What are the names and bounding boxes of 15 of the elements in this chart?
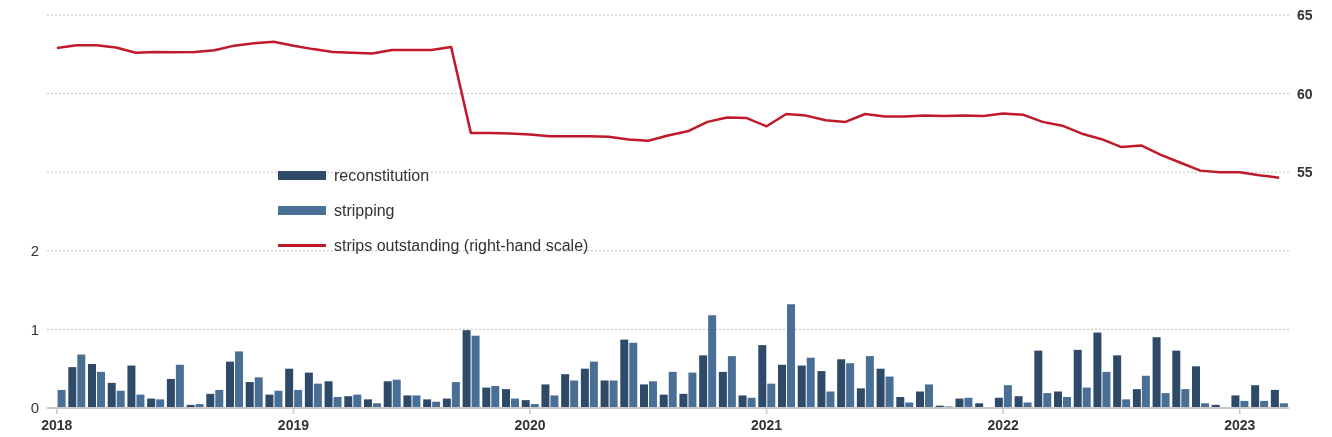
y-tick-label: 2	[30, 242, 39, 260]
y2-tick-label: 55	[1297, 164, 1313, 181]
x-tick-label: 2023	[1224, 417, 1256, 433]
y2-tick-label: 65	[1297, 6, 1313, 23]
legend-label: reconstitution	[334, 166, 430, 185]
x-tick-label: 2021	[750, 417, 783, 433]
x-tick-label: 2022	[987, 417, 1019, 433]
x-tick-label: 2019	[277, 417, 310, 433]
y-tick-label: 0	[30, 399, 39, 417]
x-tick-label: 2018	[41, 417, 73, 433]
y-tick-label: 1	[30, 320, 39, 338]
x-tick-label: 2020	[514, 417, 546, 433]
legend-label: strips outstanding (right-hand scale)	[334, 236, 589, 255]
y2-tick-label: 60	[1297, 85, 1313, 102]
legend-label: stripping	[334, 201, 395, 220]
